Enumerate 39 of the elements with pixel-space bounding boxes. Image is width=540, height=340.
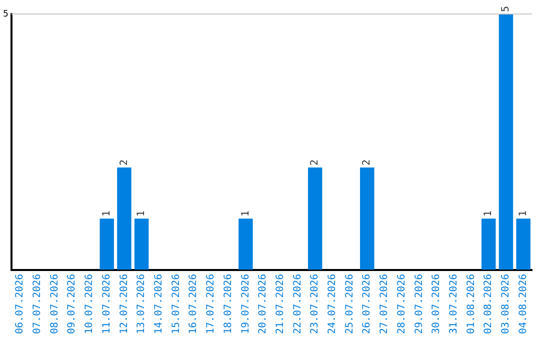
- x-tick-label: 08.07.2026: [49, 274, 60, 334]
- x-tick-label: 16.07.2026: [188, 274, 200, 334]
- x-tick-label: 19.07.2026: [240, 274, 252, 334]
- x-tick-label: 24.07.2026: [327, 274, 338, 334]
- x-tick-label: 07.07.2026: [32, 274, 44, 334]
- x-tick-label: 27.07.2026: [379, 274, 390, 334]
- x-tick-label: 20.07.2026: [258, 274, 269, 334]
- data-label: 2: [310, 159, 321, 166]
- x-tick-label: 06.07.2026: [14, 274, 26, 334]
- x-tick-label: 25.07.2026: [344, 274, 356, 334]
- x-tick-label: 28.07.2026: [396, 274, 408, 334]
- x-tick-label: 30.07.2026: [431, 274, 442, 334]
- x-tick-label: 22.07.2026: [292, 274, 304, 334]
- x-tick-label: 21.07.2026: [274, 274, 286, 334]
- x-tick-label: 02.08.2026: [483, 274, 494, 334]
- x-tick-label: 01.08.2026: [466, 274, 477, 334]
- data-label: 2: [118, 159, 130, 166]
- data-label: 1: [240, 210, 252, 217]
- data-label: 1: [483, 210, 494, 217]
- x-tick-label: 15.07.2026: [170, 274, 182, 334]
- data-label: 1: [101, 210, 112, 217]
- x-tick-label: 04.08.2026: [518, 274, 529, 334]
- x-tick-label: 26.07.2026: [362, 274, 373, 334]
- x-tick-label: 29.07.2026: [414, 274, 425, 334]
- x-tick-label: 23.07.2026: [310, 274, 321, 334]
- x-tick-label: 12.07.2026: [118, 274, 130, 334]
- data-label: 2: [362, 159, 373, 166]
- x-tick-label: 17.07.2026: [206, 274, 217, 334]
- data-label: 1: [136, 210, 148, 217]
- x-tick-label: 31.07.2026: [448, 274, 460, 334]
- x-tick-label: 09.07.2026: [66, 274, 78, 334]
- x-tick-label: 14.07.2026: [154, 274, 165, 334]
- data-label: 1: [518, 210, 529, 217]
- data-label: 5: [500, 6, 512, 12]
- x-tick-label: 18.07.2026: [222, 274, 234, 334]
- x-tick-label: 13.07.2026: [136, 274, 148, 334]
- x-tick-label: 10.07.2026: [84, 274, 96, 334]
- x-tick-label: 11.07.2026: [101, 274, 112, 334]
- x-tick-label: 03.08.2026: [500, 274, 512, 334]
